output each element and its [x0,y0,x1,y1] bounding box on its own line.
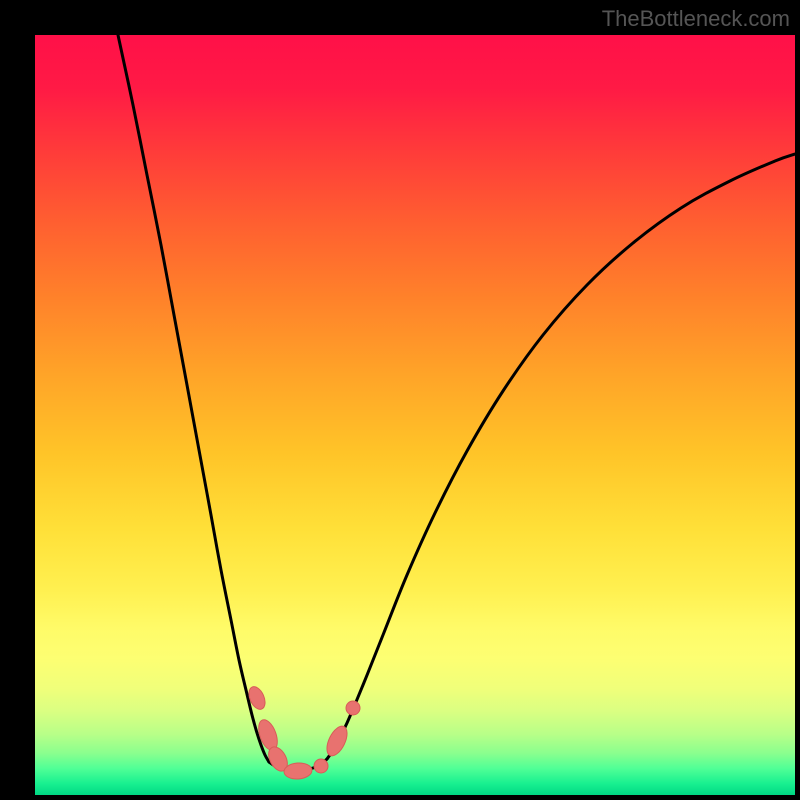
watermark-text: TheBottleneck.com [602,6,790,32]
data-marker [346,701,360,715]
curve-right-branch [327,154,795,759]
data-marker [283,762,312,780]
plot-area [35,35,795,795]
data-markers [246,684,360,780]
bottleneck-curve [35,35,795,795]
data-marker [314,759,328,773]
data-marker [323,723,351,759]
curve-left-branch [118,35,269,762]
chart-container: TheBottleneck.com [0,0,800,800]
